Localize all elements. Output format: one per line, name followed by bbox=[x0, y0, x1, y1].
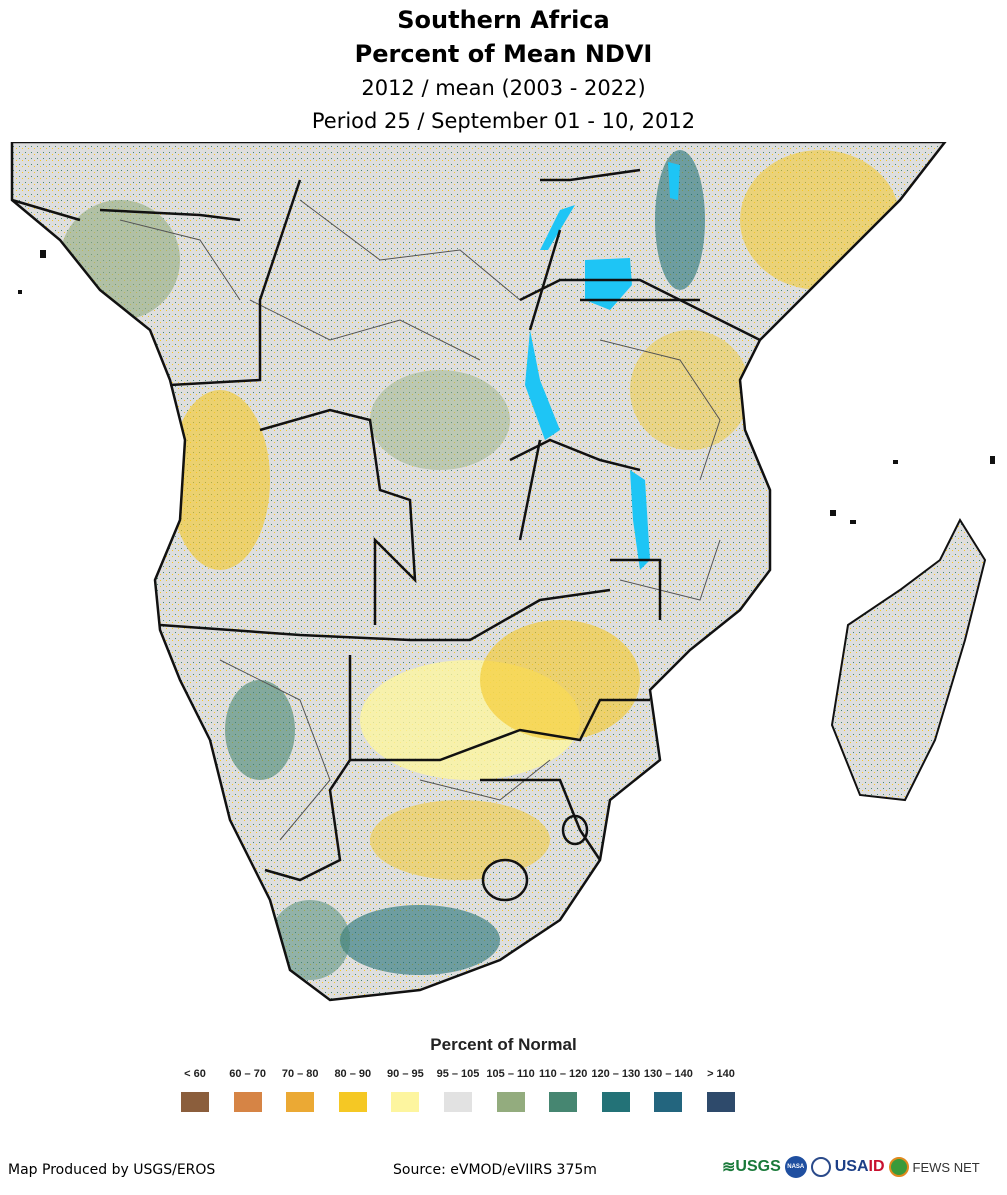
eswatini bbox=[561, 814, 589, 846]
legend-swatch bbox=[233, 1092, 262, 1112]
lesotho bbox=[481, 858, 529, 902]
legend-label: 110 – 120 bbox=[539, 1068, 588, 1080]
legend-swatch bbox=[391, 1092, 420, 1112]
legend-label: > 140 bbox=[707, 1068, 735, 1080]
partner-logos: ≋ USGS NASA USA ID FEWS NET bbox=[722, 1156, 980, 1178]
legend-label: < 60 bbox=[184, 1068, 206, 1080]
legend-swatch bbox=[601, 1092, 630, 1112]
legend-label: 105 – 110 bbox=[486, 1068, 535, 1080]
usaid-logo: USA ID bbox=[834, 1158, 885, 1175]
legend-swatch bbox=[496, 1092, 525, 1112]
map-subtitle: Percent of Mean NDVI bbox=[354, 40, 653, 68]
map-period-dates: Period 25 / September 01 - 10, 2012 bbox=[311, 109, 696, 133]
legend-label: 95 – 105 bbox=[436, 1068, 480, 1080]
legend-label: 90 – 95 bbox=[387, 1068, 424, 1080]
map-credit: Map Produced by USGS/EROS bbox=[8, 1162, 216, 1178]
map-period-compare: 2012 / mean (2003 - 2022) bbox=[361, 76, 646, 100]
legend-swatch bbox=[286, 1092, 315, 1112]
usgs-logo: ≋ USGS bbox=[722, 1158, 781, 1176]
data-source: Source: eVMOD/eVIIRS 375m bbox=[393, 1162, 597, 1178]
legend-swatch bbox=[444, 1092, 472, 1112]
fews-net-logo: FEWS NET bbox=[912, 1159, 980, 1175]
legend-swatch bbox=[338, 1092, 367, 1112]
legend-swatch bbox=[707, 1092, 735, 1112]
legend-swatch bbox=[549, 1092, 578, 1112]
legend-label: 130 – 140 bbox=[643, 1068, 693, 1080]
legend-label: 80 – 90 bbox=[334, 1068, 372, 1080]
legend-swatch bbox=[654, 1092, 683, 1112]
fews-globe-icon bbox=[888, 1157, 909, 1177]
ndvi-patches bbox=[60, 150, 900, 980]
legend-label: 70 – 80 bbox=[281, 1068, 319, 1080]
usaid-seal-icon bbox=[810, 1157, 831, 1177]
nasa-logo: NASA bbox=[784, 1156, 807, 1178]
madagascar bbox=[830, 517, 987, 802]
map-title: Southern Africa bbox=[397, 6, 610, 34]
lakes bbox=[525, 162, 680, 570]
ndvi-map bbox=[10, 142, 995, 1002]
legend-label: 60 – 70 bbox=[229, 1068, 266, 1080]
islands bbox=[18, 250, 995, 524]
usgs-wave-icon: ≋ bbox=[722, 1159, 736, 1176]
country-borders bbox=[10, 142, 947, 1002]
legend-label: 120 – 130 bbox=[591, 1068, 641, 1080]
legend-swatch bbox=[181, 1092, 209, 1112]
admin-borders bbox=[119, 199, 721, 841]
legend-title: Percent of Normal bbox=[430, 1035, 577, 1054]
